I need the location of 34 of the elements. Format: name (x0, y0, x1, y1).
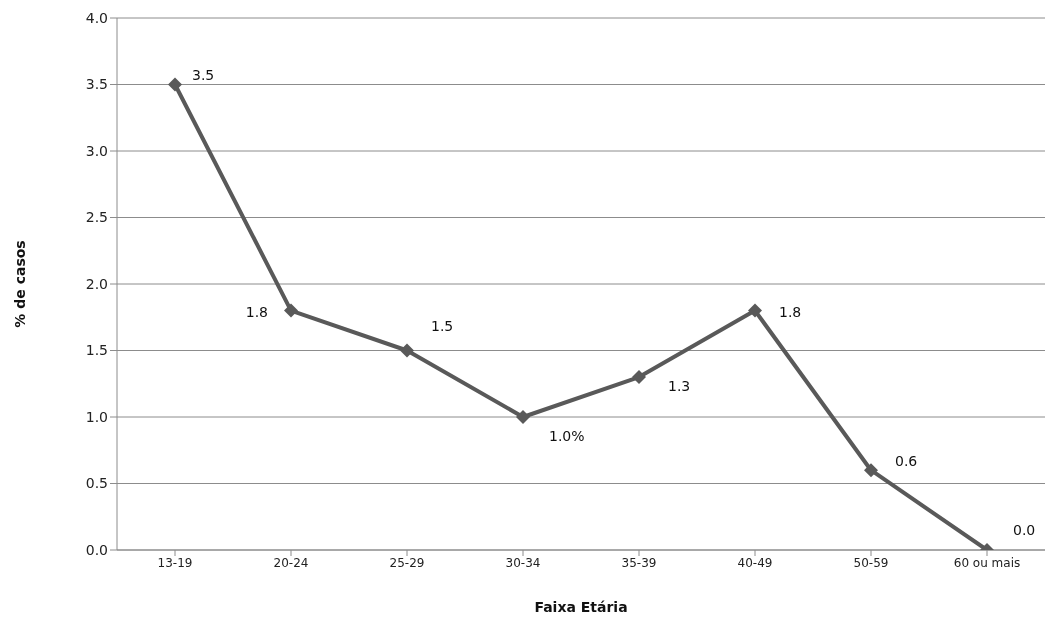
point (748, 303, 762, 318)
data-label: 0.0 (1013, 522, 1036, 538)
point (864, 463, 878, 478)
x-tick-label: 50-59 (853, 555, 889, 570)
x-tick-label: 60 ou mais (953, 555, 1021, 570)
y-tick-label: 2.5 (85, 209, 108, 226)
x-tick-label: 40-49 (737, 555, 773, 570)
point (168, 77, 182, 92)
x-axis-title: Faixa Etária (534, 599, 628, 615)
data-label: 3.5 (192, 66, 215, 83)
y-tick-label: 0.0 (85, 541, 108, 558)
y-tick-label: 3.5 (85, 76, 108, 93)
x-tick-label: 20-24 (273, 555, 309, 570)
y-tick-label: 3.0 (85, 142, 108, 159)
y-tick-label: 1.0 (85, 408, 108, 425)
point (516, 410, 530, 424)
y-tick-label: 0.5 (85, 475, 108, 492)
x-tick-label: 35-39 (621, 555, 657, 570)
y-tick-label: 2.0 (85, 275, 108, 292)
x-tick-label: 30-34 (505, 555, 541, 570)
y-axis-title: % de casos (12, 240, 28, 328)
data-label: 1.3 (668, 378, 691, 395)
data-label: 1.0% (549, 428, 585, 444)
data-label: 1.8 (779, 303, 802, 320)
x-tick-label: 25-29 (389, 555, 425, 570)
data-label: 1.5 (431, 317, 454, 334)
point (284, 303, 298, 318)
data-label: 0.6 (895, 453, 918, 470)
y-tick-label: 4.0 (85, 9, 108, 26)
point (400, 343, 414, 358)
data-label: 1.8 (245, 303, 268, 320)
point (632, 370, 646, 385)
y-tick-label: 1.5 (85, 342, 108, 359)
x-tick-label: 13-19 (157, 555, 193, 570)
